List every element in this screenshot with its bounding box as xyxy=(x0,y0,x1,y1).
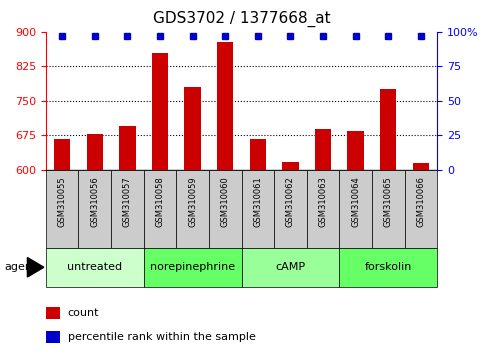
Bar xyxy=(339,248,437,287)
Text: GSM310065: GSM310065 xyxy=(384,176,393,227)
Text: GSM310057: GSM310057 xyxy=(123,176,132,227)
Bar xyxy=(339,170,372,248)
Text: GSM310066: GSM310066 xyxy=(416,176,426,227)
Text: untreated: untreated xyxy=(67,262,122,272)
Bar xyxy=(250,139,266,170)
Text: percentile rank within the sample: percentile rank within the sample xyxy=(68,332,256,342)
Bar xyxy=(242,170,274,248)
Bar xyxy=(274,170,307,248)
Bar xyxy=(46,307,59,319)
Text: GSM310055: GSM310055 xyxy=(57,176,67,227)
Bar xyxy=(405,170,437,248)
Bar xyxy=(185,87,201,170)
Bar xyxy=(372,170,405,248)
Bar xyxy=(380,89,397,170)
Bar xyxy=(152,53,168,170)
Bar xyxy=(307,170,339,248)
Bar xyxy=(242,248,339,287)
Bar xyxy=(46,170,79,248)
Bar xyxy=(111,170,144,248)
Text: GSM310060: GSM310060 xyxy=(221,176,230,227)
Text: GSM310064: GSM310064 xyxy=(351,176,360,227)
Text: norepinephrine: norepinephrine xyxy=(150,262,235,272)
Bar xyxy=(412,163,429,170)
Bar xyxy=(315,129,331,170)
Text: count: count xyxy=(68,308,99,318)
Bar xyxy=(347,131,364,170)
Text: GSM310059: GSM310059 xyxy=(188,176,197,227)
Bar xyxy=(119,126,136,170)
Bar xyxy=(78,170,111,248)
Bar xyxy=(46,331,59,343)
Text: GSM310063: GSM310063 xyxy=(318,176,327,227)
Text: cAMP: cAMP xyxy=(275,262,305,272)
Text: forskolin: forskolin xyxy=(365,262,412,272)
Polygon shape xyxy=(28,258,44,277)
Text: GSM310062: GSM310062 xyxy=(286,176,295,227)
Text: agent: agent xyxy=(5,262,37,272)
Bar xyxy=(144,248,242,287)
Bar xyxy=(217,42,233,170)
Bar xyxy=(144,170,176,248)
Text: GSM310058: GSM310058 xyxy=(156,176,165,227)
Bar xyxy=(54,139,71,170)
Bar xyxy=(282,162,298,170)
Bar xyxy=(176,170,209,248)
Text: GSM310056: GSM310056 xyxy=(90,176,99,227)
Bar xyxy=(209,170,242,248)
Bar xyxy=(46,248,144,287)
Text: GSM310061: GSM310061 xyxy=(253,176,262,227)
Text: GDS3702 / 1377668_at: GDS3702 / 1377668_at xyxy=(153,11,330,27)
Bar xyxy=(86,134,103,170)
